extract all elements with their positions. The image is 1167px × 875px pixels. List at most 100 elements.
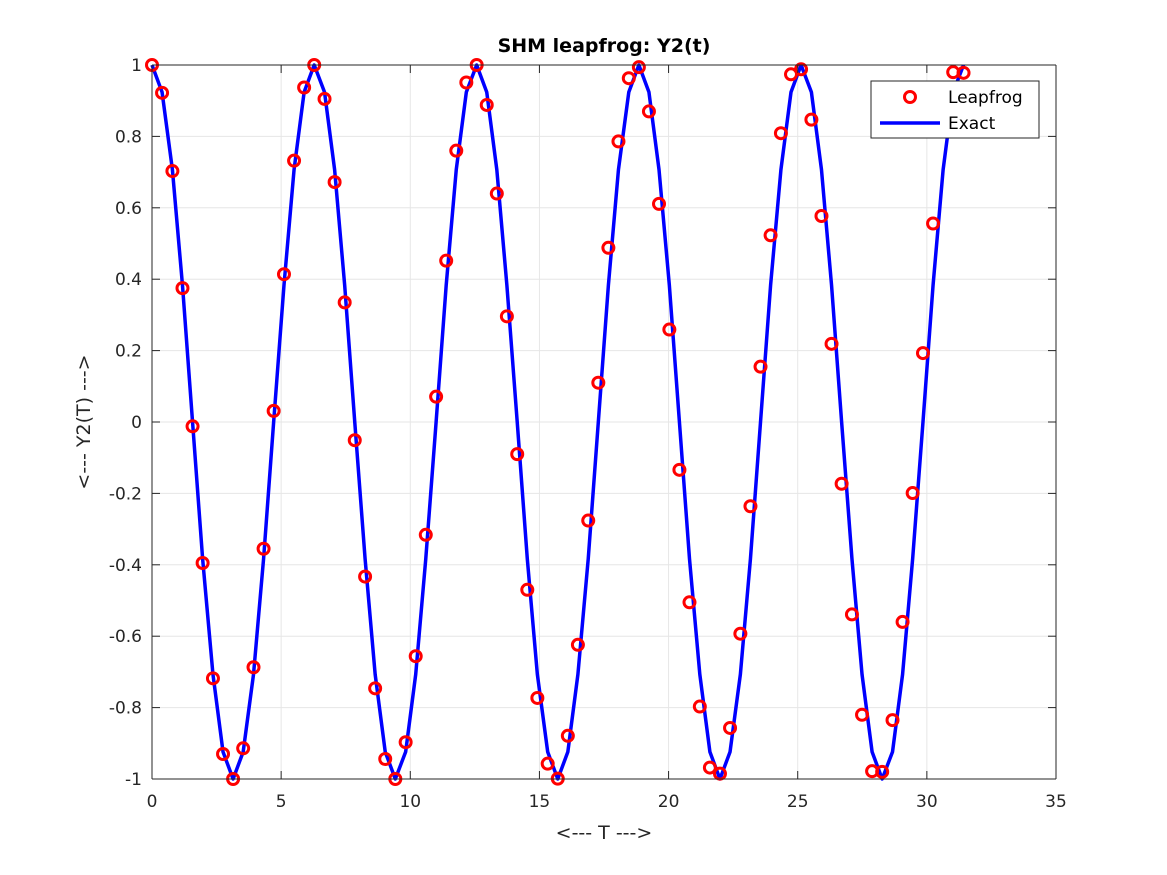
- leapfrog-point: [662, 322, 677, 337]
- axes: [151, 64, 1057, 780]
- leapfrog-point: [753, 359, 768, 374]
- y-tick-label: 0: [131, 413, 142, 433]
- leapfrog-point: [814, 209, 829, 224]
- x-tick-label: 30: [916, 792, 938, 812]
- leapfrog-point: [773, 126, 788, 141]
- leapfrog-point: [540, 756, 555, 771]
- leapfrog-point: [459, 75, 474, 90]
- leapfrog-point: [185, 419, 200, 434]
- leapfrog-point: [895, 614, 910, 629]
- leapfrog-point: [733, 626, 748, 641]
- legend-leapfrog-label: Leapfrog: [948, 88, 1023, 108]
- leapfrog-point: [256, 541, 271, 556]
- leapfrog-point: [347, 433, 362, 448]
- legend-box: [870, 80, 1040, 139]
- leapfrog-point: [368, 681, 383, 696]
- x-tick-label: 15: [529, 792, 551, 812]
- leapfrog-point: [855, 707, 870, 722]
- leapfrog-point: [236, 741, 251, 756]
- y-tick-label: -1: [125, 770, 142, 790]
- x-tick-label: 0: [147, 792, 158, 812]
- leapfrog-point: [378, 752, 393, 767]
- x-tick-label: 20: [658, 792, 680, 812]
- leapfrog-point: [834, 476, 849, 491]
- leapfrog-point: [530, 690, 545, 705]
- leapfrog-point: [804, 112, 819, 127]
- leapfrog-point: [155, 85, 170, 100]
- leapfrog-point: [743, 499, 758, 514]
- leapfrog-point: [246, 660, 261, 675]
- leapfrog-point: [875, 764, 890, 779]
- y-tick-label: -0.4: [109, 556, 142, 576]
- leapfrog-point: [956, 65, 971, 80]
- x-axis-label: <--- T --->: [556, 822, 653, 844]
- leapfrog-point: [479, 97, 494, 112]
- leapfrog-point: [905, 486, 920, 501]
- leapfrog-point: [287, 153, 302, 168]
- legend-exact-label: Exact: [948, 114, 996, 134]
- leapfrog-point: [702, 760, 717, 775]
- leapfrog-point: [611, 134, 626, 149]
- leapfrog-point: [408, 649, 423, 664]
- leapfrog-point: [175, 281, 190, 296]
- leapfrog-point: [692, 699, 707, 714]
- leapfrog-point: [723, 720, 738, 735]
- y-tick-label: 0.6: [115, 199, 142, 219]
- leapfrog-point: [926, 216, 941, 231]
- x-tick-label: 35: [1045, 792, 1067, 812]
- leapfrog-point: [439, 253, 454, 268]
- leapfrog-point: [844, 607, 859, 622]
- leapfrog-point: [195, 556, 210, 571]
- leapfrog-point: [915, 346, 930, 361]
- y-tick-labels: -1 -0.8 -0.6 -0.4 -0.2 0 0.2 0.4 0.6 0.8 1: [109, 56, 142, 790]
- leapfrog-point: [581, 513, 596, 528]
- leapfrog-point: [672, 462, 687, 477]
- leapfrog-point: [165, 164, 180, 179]
- y-tick-label: 0.2: [115, 342, 142, 362]
- legend: Leapfrog Exact: [870, 80, 1040, 139]
- leapfrog-point: [570, 637, 585, 652]
- leapfrog-point: [418, 527, 433, 542]
- leapfrog-point: [398, 735, 413, 750]
- leapfrog-point: [824, 336, 839, 351]
- leapfrog-point: [205, 671, 220, 686]
- leapfrog-point: [317, 91, 332, 106]
- chart-title: SHM leapfrog: Y2(t): [498, 35, 711, 57]
- leapfrog-point: [276, 267, 291, 282]
- leapfrog-point: [297, 80, 312, 95]
- y-tick-label: 0.4: [115, 270, 142, 290]
- y-tick-label: -0.8: [109, 699, 142, 719]
- leapfrog-point: [429, 389, 444, 404]
- leapfrog-point: [520, 582, 535, 597]
- leapfrog-point: [682, 595, 697, 610]
- leapfrog-point: [216, 747, 231, 762]
- leapfrog-point: [510, 447, 525, 462]
- leapfrog-point: [763, 228, 778, 243]
- leapfrog-point: [499, 309, 514, 324]
- leapfrog-point: [794, 62, 809, 77]
- series-leapfrog: [145, 58, 971, 786]
- leapfrog-point: [337, 295, 352, 310]
- leapfrog-point: [652, 196, 667, 211]
- leapfrog-point: [266, 403, 281, 418]
- x-tick-label: 25: [787, 792, 809, 812]
- leapfrog-point: [358, 569, 373, 584]
- y-tick-label: 1: [131, 56, 142, 76]
- y-tick-label: -0.2: [109, 484, 142, 504]
- leapfrog-point: [489, 186, 504, 201]
- leapfrog-point: [449, 143, 464, 158]
- leapfrog-point: [591, 375, 606, 390]
- leapfrog-point: [885, 713, 900, 728]
- leapfrog-point: [641, 104, 656, 119]
- x-tick-labels: 0 5 10 15 20 25 30 35: [147, 792, 1067, 812]
- x-tick-label: 10: [399, 792, 421, 812]
- leapfrog-point: [621, 71, 636, 86]
- legend-leapfrog-marker: [903, 90, 917, 104]
- y-axis-label: <--- Y2(T) --->: [73, 354, 95, 489]
- leapfrog-point: [631, 60, 646, 75]
- y-tick-label: 0.8: [115, 127, 142, 147]
- leapfrog-point: [560, 728, 575, 743]
- leapfrog-point: [327, 175, 342, 190]
- y-tick-label: -0.6: [109, 627, 142, 647]
